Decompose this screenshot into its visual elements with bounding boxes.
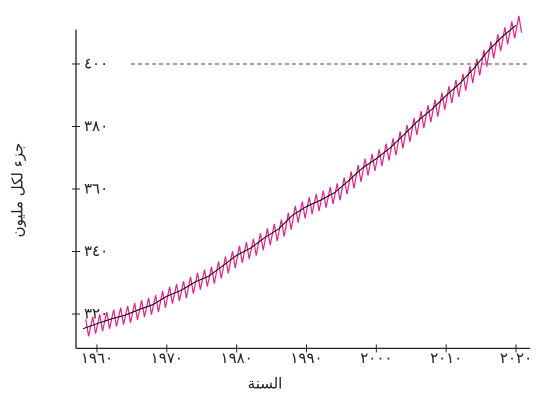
y-tick-label: ٣٤٠ xyxy=(84,242,108,260)
y-tick-label: ٣٢٠ xyxy=(84,305,108,323)
x-tick-label: ١٩٨٠ xyxy=(221,349,253,367)
x-axis-label: السنة xyxy=(248,375,283,393)
line-series xyxy=(85,15,523,337)
y-tick-label: ٤٠٠ xyxy=(84,54,108,72)
x-tick-label: ٢٠٢٠ xyxy=(500,349,532,367)
y-axis-label: جزء لكل مليون xyxy=(9,143,27,238)
x-tick-label: ١٩٦٠ xyxy=(81,349,113,367)
y-tick-label: ٣٦٠ xyxy=(84,180,108,198)
x-tick-label: ١٩٧٠ xyxy=(151,349,183,367)
x-tick-label: ١٩٩٠ xyxy=(290,349,322,367)
x-tick-label: ٢٠١٠ xyxy=(430,349,462,367)
y-tick-label: ٣٨٠ xyxy=(84,117,108,135)
x-tick-label: ٢٠٠٠ xyxy=(360,349,392,367)
line-series xyxy=(82,24,517,330)
